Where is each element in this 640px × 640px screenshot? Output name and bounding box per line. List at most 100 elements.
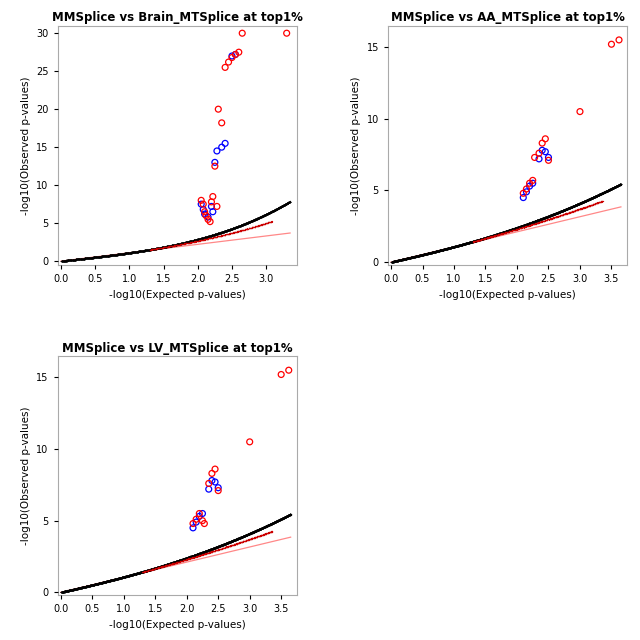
Point [119, 572, 129, 582]
Point [154, 243, 164, 253]
Point [605, 184, 616, 194]
Point [63, 586, 73, 596]
Point [182, 552, 193, 563]
Point [115, 573, 125, 583]
Point [529, 217, 539, 227]
Point [58, 256, 68, 266]
Point [274, 515, 284, 525]
Point [436, 245, 446, 255]
Point [513, 223, 523, 233]
Point [160, 559, 170, 570]
Point [508, 224, 518, 234]
Point [428, 247, 438, 257]
Point [204, 545, 214, 555]
Point [211, 542, 221, 552]
Point [269, 518, 279, 528]
Point [578, 196, 588, 207]
Point [602, 186, 612, 196]
Point [478, 233, 488, 243]
Point [541, 212, 551, 222]
Point [160, 242, 170, 252]
Point [97, 577, 107, 588]
Point [596, 188, 607, 198]
Point [475, 234, 485, 244]
Point [82, 253, 92, 263]
Point [420, 249, 431, 259]
Point [92, 579, 102, 589]
Point [65, 255, 76, 265]
Point [413, 251, 423, 261]
Point [244, 529, 254, 539]
Point [490, 230, 500, 240]
Point [264, 207, 275, 218]
Point [244, 217, 255, 227]
Point [245, 534, 255, 544]
Point [259, 522, 269, 532]
Point [407, 252, 417, 262]
Point [115, 573, 125, 583]
Point [210, 543, 220, 553]
Point [60, 255, 70, 266]
Point [223, 537, 234, 547]
Point [83, 253, 93, 263]
Point [283, 510, 293, 520]
Point [540, 212, 550, 223]
Point [564, 203, 574, 213]
Point [153, 243, 163, 253]
Point [604, 185, 614, 195]
Point [280, 200, 290, 210]
Point [247, 216, 257, 226]
Point [184, 237, 194, 248]
Point [208, 230, 218, 240]
Point [572, 200, 582, 210]
Point [417, 250, 427, 260]
Point [410, 252, 420, 262]
Point [506, 224, 516, 234]
Point [236, 532, 246, 543]
Point [392, 255, 402, 266]
Point [242, 530, 252, 540]
Point [582, 195, 593, 205]
Point [265, 519, 275, 529]
Point [111, 573, 122, 584]
Point [562, 204, 572, 214]
Point [410, 252, 420, 262]
Point [520, 220, 531, 230]
Point [520, 220, 530, 230]
Point [94, 579, 104, 589]
Point [67, 584, 77, 595]
Point [269, 517, 280, 527]
Point [143, 244, 154, 255]
Point [458, 239, 468, 249]
Point [61, 586, 72, 596]
Point [90, 252, 100, 262]
Point [257, 523, 267, 533]
Point [63, 255, 73, 266]
Point [72, 254, 83, 264]
Point [182, 237, 192, 247]
Point [601, 186, 611, 196]
Point [264, 208, 274, 218]
Point [120, 572, 131, 582]
Point [230, 534, 241, 545]
Point [461, 238, 472, 248]
Point [214, 541, 225, 551]
Point [97, 252, 108, 262]
Point [259, 522, 269, 532]
Point [236, 220, 246, 230]
Point [86, 253, 97, 263]
Point [98, 252, 108, 262]
Point [470, 236, 480, 246]
Point [271, 516, 282, 527]
Point [58, 256, 68, 266]
Point [490, 230, 500, 240]
Point [415, 250, 425, 260]
Point [596, 188, 607, 198]
Point [115, 573, 125, 583]
Point [134, 246, 145, 257]
Point [442, 244, 452, 254]
Point [229, 535, 239, 545]
Point [129, 569, 140, 579]
Point [187, 236, 197, 246]
Point [414, 250, 424, 260]
